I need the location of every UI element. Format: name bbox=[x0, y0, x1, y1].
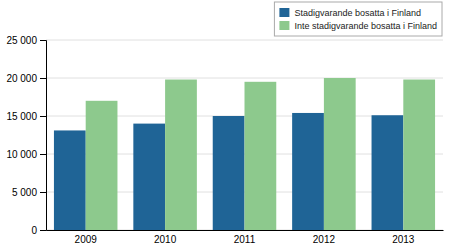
tick-label: 15 000 bbox=[6, 111, 37, 122]
tick-mark bbox=[40, 116, 46, 117]
legend-frame bbox=[274, 2, 442, 36]
legend-swatch bbox=[279, 8, 289, 17]
y-tick: 10 000 bbox=[6, 149, 46, 160]
bar bbox=[403, 80, 435, 230]
y-tick: 15 000 bbox=[6, 111, 46, 122]
legend-items: Stadigvarande bosatta i Finland Inte stad… bbox=[279, 8, 437, 31]
tick-label: 5 000 bbox=[12, 187, 37, 198]
bar bbox=[133, 124, 165, 230]
bar bbox=[213, 116, 245, 230]
x-tick: 2009 bbox=[75, 234, 98, 245]
axis-line bbox=[47, 230, 444, 231]
y-tick: 20 000 bbox=[6, 73, 46, 84]
tick-label: 25 000 bbox=[6, 35, 37, 46]
x-tick: 2010 bbox=[154, 234, 177, 245]
x-tick: 2013 bbox=[392, 234, 415, 245]
legend-label: Stadigvarande bosatta i Finland bbox=[294, 8, 421, 18]
chart: 05 00010 00015 00020 00025 0002009201020… bbox=[0, 0, 453, 252]
x-axis: 2009 2010 2011 2012 2013 bbox=[47, 231, 444, 246]
bar bbox=[372, 115, 404, 230]
tick-label: 2011 bbox=[234, 234, 256, 245]
tick-mark bbox=[40, 40, 46, 41]
tick-label: 0 bbox=[31, 225, 37, 236]
bars bbox=[54, 78, 435, 230]
tick-mark bbox=[40, 192, 46, 193]
y-tick: 0 bbox=[31, 225, 46, 236]
bar bbox=[324, 78, 356, 230]
plot: 05 00010 00015 00020 00025 0002009201020… bbox=[6, 35, 443, 245]
axis-line bbox=[40, 41, 47, 231]
y-axis: 0 5 000 10 000 15 000 20 000 25 000 bbox=[6, 35, 46, 236]
tick-label: 2010 bbox=[154, 234, 177, 245]
x-tick: 2012 bbox=[313, 234, 336, 245]
grid-line bbox=[46, 40, 443, 41]
bar bbox=[165, 80, 197, 230]
y-tick: 25 000 bbox=[6, 35, 46, 46]
grid bbox=[46, 40, 443, 230]
x-tick: 2011 bbox=[234, 234, 256, 245]
legend-item: Stadigvarande bosatta i Finland bbox=[279, 8, 421, 18]
tick-label: 2009 bbox=[75, 234, 98, 245]
legend: Stadigvarande bosatta i Finland Inte stad… bbox=[274, 2, 442, 36]
legend-label: Inte stadigvarande bosatta i Finland bbox=[294, 21, 437, 31]
bar bbox=[245, 82, 277, 230]
grid-line bbox=[46, 78, 443, 79]
bar bbox=[54, 130, 86, 230]
tick-mark bbox=[40, 78, 46, 79]
bar bbox=[86, 101, 118, 230]
bar-series bbox=[86, 78, 435, 230]
legend-item: Inte stadigvarande bosatta i Finland bbox=[279, 21, 437, 31]
tick-label: 2013 bbox=[392, 234, 415, 245]
bar bbox=[292, 113, 324, 230]
tick-label: 2012 bbox=[313, 234, 336, 245]
legend-swatch bbox=[279, 21, 289, 30]
tick-mark bbox=[40, 154, 46, 155]
tick-label: 10 000 bbox=[6, 149, 37, 160]
tick-label: 20 000 bbox=[6, 73, 37, 84]
y-tick: 5 000 bbox=[12, 187, 46, 198]
tick-mark bbox=[40, 230, 46, 231]
